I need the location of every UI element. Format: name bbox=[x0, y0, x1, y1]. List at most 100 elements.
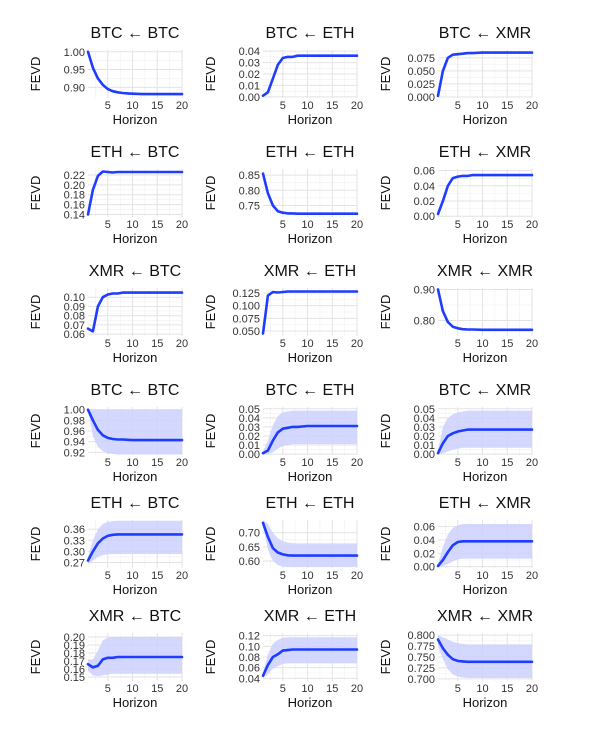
plot-area bbox=[88, 50, 182, 98]
fevd-panel-13: 5 10 15 20 0.27 0.30 0.33 0.36 ETH ← BTC Horizon F… bbox=[22, 484, 202, 597]
y-tick-label: 0.04 bbox=[239, 413, 260, 425]
x-tick-label: 20 bbox=[351, 338, 363, 350]
x-axis-label: Horizon bbox=[288, 231, 333, 246]
x-axis-label: Horizon bbox=[288, 350, 333, 365]
x-tick-label: 10 bbox=[126, 683, 138, 695]
confidence-band bbox=[438, 524, 532, 567]
x-tick-label: 5 bbox=[280, 219, 286, 231]
x-tick-label: 10 bbox=[126, 100, 138, 112]
x-axis-label: Horizon bbox=[288, 695, 333, 710]
y-axis-label: FEVD bbox=[378, 57, 393, 92]
x-tick-label: 20 bbox=[176, 683, 188, 695]
panel-svg: 5 10 15 20 0.000.010.020.030.04 BTC ← ETH Hori… bbox=[203, 25, 363, 127]
x-tick-label: 10 bbox=[301, 219, 313, 231]
x-tick-label: 20 bbox=[526, 100, 538, 112]
x-tick-label: 10 bbox=[301, 100, 313, 112]
x-tick-label: 10 bbox=[476, 457, 488, 469]
plot-area bbox=[438, 50, 532, 98]
y-axis-label: FEVD bbox=[28, 640, 43, 675]
x-tick-label: 15 bbox=[151, 338, 163, 350]
x-tick-label: 15 bbox=[501, 338, 513, 350]
x-tick-label: 10 bbox=[301, 683, 313, 695]
panel-svg: 5 10 15 20 0.040.060.080.100.12 XMR ← ETH Hori… bbox=[203, 608, 363, 710]
plot-area bbox=[263, 169, 357, 217]
x-axis-label: Horizon bbox=[288, 112, 333, 127]
x-tick-label: 15 bbox=[501, 683, 513, 695]
x-axis-label: Horizon bbox=[288, 469, 333, 484]
fevd-panel-17: 5 10 15 20 0.04 0.06 0.08 0.10 0.12 XMR ← ETH Hori… bbox=[197, 597, 377, 710]
fevd-series-line bbox=[436, 540, 534, 568]
y-tick-label: 0.60 bbox=[239, 556, 260, 568]
y-tick-label: 0.10 bbox=[239, 641, 260, 653]
y-tick-label: 0.05 bbox=[414, 404, 435, 416]
y-tick-label: 0.06 bbox=[239, 663, 260, 675]
y-tick-label: 0.075 bbox=[407, 53, 435, 65]
x-tick-label: 10 bbox=[126, 457, 138, 469]
y-tick-label: 0.025 bbox=[407, 79, 435, 91]
fevd-series-line bbox=[436, 51, 534, 98]
x-tick-label: 20 bbox=[526, 219, 538, 231]
fevd-panel-10: 5 10 15 20 0.92 0.94 0.96 0.98 1.00 BTC ← BTC Hori… bbox=[22, 371, 202, 484]
y-tick-label: 0.19 bbox=[64, 640, 85, 652]
y-tick-label: 0.02 bbox=[239, 431, 260, 443]
x-axis-label: Horizon bbox=[463, 231, 508, 246]
panel-title: BTC ← XMR bbox=[439, 382, 531, 399]
y-axis-label: FEVD bbox=[203, 295, 218, 330]
y-tick-label: 0.04 bbox=[239, 46, 260, 58]
x-tick-label: 20 bbox=[176, 338, 188, 350]
y-tick-label: 0.20 bbox=[64, 180, 85, 192]
panel-svg: 5 10 15 20 0.000.010.020.030.040.05 BTC ← XMR… bbox=[378, 382, 538, 484]
panel-title: ETH ← ETH bbox=[266, 144, 355, 161]
fevd-series-line bbox=[436, 173, 534, 216]
y-tick-label: 0.85 bbox=[239, 170, 260, 182]
x-tick-label: 10 bbox=[301, 338, 313, 350]
x-tick-label: 5 bbox=[455, 457, 461, 469]
x-tick-label: 5 bbox=[280, 570, 286, 582]
y-tick-label: 0.06 bbox=[64, 329, 85, 341]
y-tick-label: 0.00 bbox=[414, 449, 435, 461]
x-tick-label: 20 bbox=[526, 683, 538, 695]
x-tick-label: 15 bbox=[501, 457, 513, 469]
x-tick-label: 10 bbox=[476, 219, 488, 231]
fevd-series-line bbox=[86, 50, 184, 96]
fevd-series-line bbox=[436, 428, 534, 455]
panel-svg: 5 10 15 20 0.000.010.020.030.040.05 BTC ← ETH… bbox=[203, 382, 363, 484]
fevd-series-line bbox=[436, 288, 534, 332]
plot-area bbox=[88, 288, 182, 336]
panel-svg: 5 10 15 20 0.60 0.65 0.70 ETH ← ETH Horizon FEVD bbox=[203, 495, 363, 597]
fevd-panel-5: 5 10 15 20 0.75 0.80 0.85 ETH ← ETH Horizon FEVD bbox=[197, 133, 377, 246]
y-tick-label: 0.00 bbox=[239, 449, 260, 461]
panel-title: XMR ← ETH bbox=[264, 263, 356, 280]
x-axis-label: Horizon bbox=[288, 582, 333, 597]
y-axis-label: FEVD bbox=[378, 176, 393, 211]
y-axis-label: FEVD bbox=[203, 176, 218, 211]
fevd-panel-2: 5 10 15 20 0.00 0.01 0.02 0.03 0.04 BTC ← ETH Hori… bbox=[197, 14, 377, 127]
y-tick-label: 0.06 bbox=[414, 522, 435, 534]
fevd-panel-6: 5 10 15 20 0.00 0.02 0.04 0.06 ETH ← XMR Horizon F… bbox=[372, 133, 552, 246]
x-tick-label: 10 bbox=[126, 570, 138, 582]
y-tick-label: 0.050 bbox=[407, 66, 435, 78]
fevd-series-line bbox=[261, 54, 359, 97]
fevd-panel-8: 5 10 15 20 0.050 0.075 0.100 0.125 XMR ← ETH Hori… bbox=[197, 252, 377, 365]
x-tick-label: 15 bbox=[326, 457, 338, 469]
fevd-panel-16: 5 10 15 20 0.15 0.16 0.17 0.18 0.19 0.20 XMR ← BTC… bbox=[22, 597, 202, 710]
y-tick-label: 0.90 bbox=[414, 285, 435, 297]
x-tick-label: 20 bbox=[351, 219, 363, 231]
y-tick-label: 0.65 bbox=[239, 542, 260, 554]
x-tick-label: 20 bbox=[176, 219, 188, 231]
x-axis-label: Horizon bbox=[463, 695, 508, 710]
y-tick-label: 0.15 bbox=[64, 672, 85, 684]
x-tick-label: 15 bbox=[501, 100, 513, 112]
y-axis-label: FEVD bbox=[28, 176, 43, 211]
y-tick-label: 0.92 bbox=[64, 447, 85, 459]
x-tick-label: 20 bbox=[351, 683, 363, 695]
x-tick-label: 20 bbox=[176, 457, 188, 469]
panel-title: ETH ← ETH bbox=[266, 495, 355, 512]
y-tick-label: 0.02 bbox=[414, 196, 435, 208]
y-tick-label: 0.16 bbox=[64, 200, 85, 212]
y-tick-label: 0.14 bbox=[64, 210, 85, 222]
y-tick-label: 0.12 bbox=[239, 631, 260, 643]
y-tick-label: 0.03 bbox=[239, 58, 260, 70]
y-tick-label: 0.20 bbox=[64, 632, 85, 644]
fevd-panel-7: 5 10 15 20 0.06 0.07 0.08 0.09 0.10 XMR ← BTC Hori… bbox=[22, 252, 202, 365]
